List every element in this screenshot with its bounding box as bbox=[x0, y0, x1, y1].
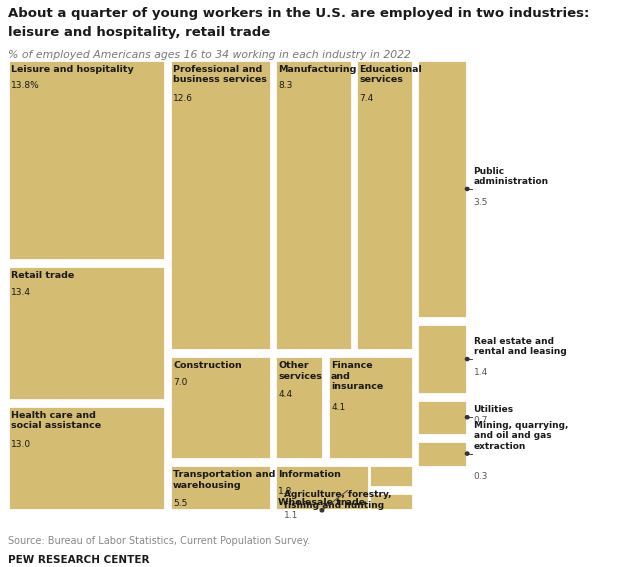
Text: 12.6: 12.6 bbox=[173, 94, 193, 103]
Text: Real estate and
rental and leasing: Real estate and rental and leasing bbox=[474, 337, 566, 356]
Text: Professional and
business services: Professional and business services bbox=[173, 65, 267, 84]
Text: Manufacturing: Manufacturing bbox=[278, 65, 357, 74]
Text: 7.4: 7.4 bbox=[360, 94, 374, 103]
Text: Construction: Construction bbox=[173, 361, 242, 370]
Text: 1.8: 1.8 bbox=[278, 487, 293, 496]
Text: 7.0: 7.0 bbox=[173, 378, 188, 387]
Text: 8.3: 8.3 bbox=[278, 81, 293, 90]
Text: PEW RESEARCH CENTER: PEW RESEARCH CENTER bbox=[8, 555, 149, 565]
Text: 5.5: 5.5 bbox=[173, 500, 188, 509]
Text: 1.4: 1.4 bbox=[474, 367, 488, 376]
Text: 1.1: 1.1 bbox=[284, 511, 298, 520]
Text: 4.1: 4.1 bbox=[331, 403, 346, 412]
Text: Mining, quarrying,
and oil and gas
extraction: Mining, quarrying, and oil and gas extra… bbox=[474, 421, 568, 451]
Bar bbox=[170, 356, 271, 459]
Text: Wholesale trade: Wholesale trade bbox=[278, 498, 365, 507]
Bar bbox=[8, 60, 164, 260]
Text: Finance
and
insurance: Finance and insurance bbox=[331, 361, 383, 391]
Text: 13.8%: 13.8% bbox=[12, 81, 40, 90]
Text: 1.7: 1.7 bbox=[278, 515, 293, 524]
Text: Other
services: Other services bbox=[278, 361, 323, 380]
Text: 4.4: 4.4 bbox=[278, 390, 292, 399]
Bar bbox=[170, 465, 271, 510]
Text: Educational
services: Educational services bbox=[360, 65, 422, 84]
Bar bbox=[170, 60, 271, 350]
Text: About a quarter of young workers in the U.S. are employed in two industries:: About a quarter of young workers in the … bbox=[8, 7, 589, 20]
Text: 0.3: 0.3 bbox=[474, 472, 488, 481]
Bar bbox=[275, 60, 352, 350]
Text: 13.0: 13.0 bbox=[12, 440, 31, 448]
Text: % of employed Americans ages 16 to 34 working in each industry in 2022: % of employed Americans ages 16 to 34 wo… bbox=[8, 50, 410, 60]
Bar bbox=[417, 441, 467, 467]
Text: Source: Bureau of Labor Statistics, Current Population Survey.: Source: Bureau of Labor Statistics, Curr… bbox=[8, 536, 310, 546]
Text: Information: Information bbox=[278, 470, 341, 479]
Bar bbox=[356, 60, 413, 350]
Text: Public
administration: Public administration bbox=[474, 167, 548, 186]
Bar bbox=[275, 493, 413, 510]
Bar bbox=[328, 356, 413, 459]
Bar bbox=[275, 465, 413, 487]
Text: Transportation and
warehousing: Transportation and warehousing bbox=[173, 470, 276, 490]
Bar bbox=[417, 324, 467, 394]
Text: Agriculture, forestry,
fishing and hunting: Agriculture, forestry, fishing and hunti… bbox=[284, 490, 391, 510]
Text: Health care and
social assistance: Health care and social assistance bbox=[12, 411, 101, 430]
Bar bbox=[417, 60, 467, 318]
Bar bbox=[417, 400, 467, 435]
Text: Utilities: Utilities bbox=[474, 405, 514, 414]
Bar bbox=[8, 405, 164, 510]
Bar bbox=[275, 356, 323, 459]
Bar bbox=[275, 465, 369, 510]
Text: 13.4: 13.4 bbox=[12, 288, 31, 297]
Text: leisure and hospitality, retail trade: leisure and hospitality, retail trade bbox=[8, 26, 270, 39]
Bar bbox=[8, 266, 164, 400]
Text: 0.7: 0.7 bbox=[474, 416, 488, 425]
Text: Retail trade: Retail trade bbox=[12, 271, 74, 280]
Text: Leisure and hospitality: Leisure and hospitality bbox=[12, 65, 134, 74]
Text: 3.5: 3.5 bbox=[474, 197, 488, 206]
